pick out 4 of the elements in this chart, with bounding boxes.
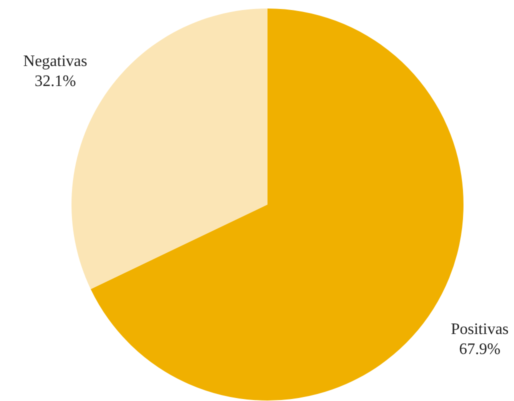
slice-label: Positivas (450, 320, 509, 338)
data-label: 32.1% (34, 73, 76, 90)
slice-label: Negativas (23, 53, 88, 70)
data-label: 67.9% (459, 340, 500, 358)
